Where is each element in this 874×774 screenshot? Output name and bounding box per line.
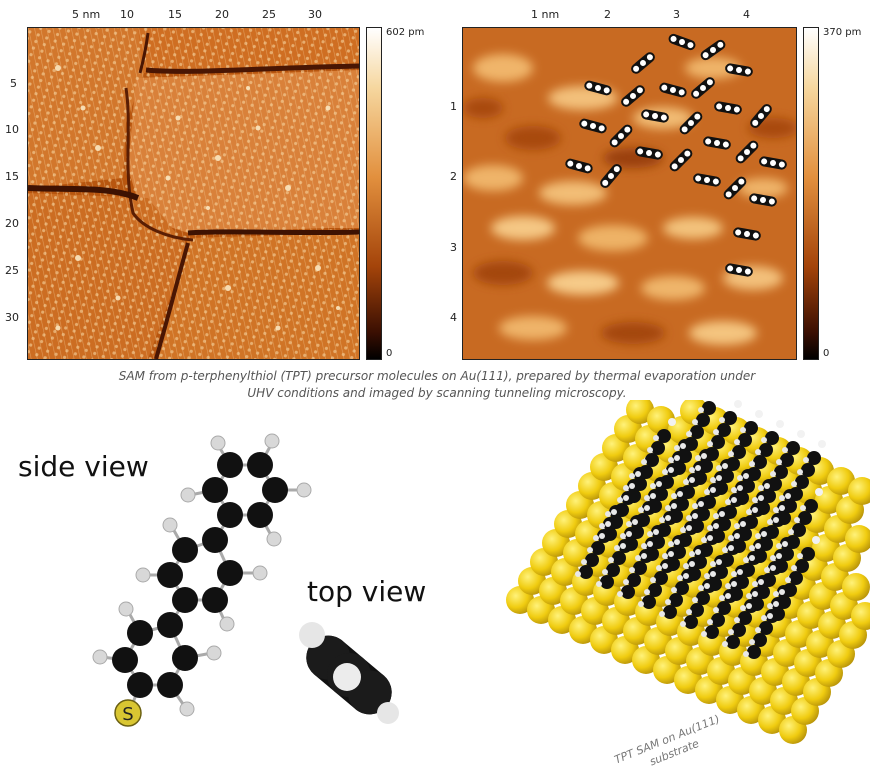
tpt-molecule — [623, 418, 676, 503]
tpt-molecule — [689, 400, 742, 485]
left-colorbar — [366, 27, 382, 360]
x-tick: 3 — [673, 8, 680, 21]
tpt-molecule — [725, 516, 778, 601]
x-tick: 20 — [215, 8, 229, 21]
tpt-molecule — [644, 428, 697, 513]
y-tick: 4 — [450, 311, 457, 324]
right-colorbar-min: 0 — [823, 348, 830, 359]
tpt-molecule — [773, 440, 826, 525]
tpt-molecule — [752, 430, 805, 515]
left-colorbar-max: 602 pm — [386, 27, 425, 38]
gold-atom — [827, 467, 855, 495]
right-stm-image — [462, 27, 797, 360]
left-stm-terraces — [28, 28, 359, 359]
left-stm-image — [27, 27, 360, 360]
y-tick: 5 — [10, 77, 17, 90]
gold-atom — [626, 400, 654, 424]
y-tick: 15 — [5, 170, 19, 183]
tpt-molecule — [767, 536, 820, 621]
y-tick: 2 — [450, 170, 457, 183]
right-colorbar-max: 370 pm — [823, 27, 862, 38]
tpt-molecule — [710, 410, 763, 495]
gold-atom — [845, 525, 870, 553]
tpt-molecule — [668, 401, 716, 475]
svg-text:TPT SAM on Au(111) substra: TPT SAM on Au(111) substrate — [613, 711, 731, 770]
x-tick: 30 — [308, 8, 322, 21]
x-tick: 25 — [262, 8, 276, 21]
sam-molecules — [575, 400, 826, 659]
x-tick: 15 — [168, 8, 182, 21]
right-stm-surface — [463, 28, 796, 359]
y-tick: 20 — [5, 217, 19, 230]
y-tick: 1 — [450, 100, 457, 113]
y-tick: 3 — [450, 241, 457, 254]
y-tick: 25 — [5, 264, 19, 277]
tpt-molecule — [617, 514, 670, 599]
gold-atom — [851, 602, 870, 630]
gold-atom — [842, 573, 870, 601]
right-colorbar — [803, 27, 819, 360]
tpt-molecule — [731, 420, 784, 505]
y-tick: 10 — [5, 123, 19, 136]
gold-atom — [848, 477, 870, 505]
x-tick: 2 — [604, 8, 611, 21]
figure-caption-line2: UHV conditions and imaged by scanning tu… — [247, 386, 627, 400]
top-view-label: top view — [307, 575, 427, 608]
tpt-top-view-molecule — [299, 622, 399, 724]
sulfur-label: S — [122, 704, 133, 725]
sulfur-atom — [114, 699, 142, 727]
y-tick: 30 — [5, 311, 19, 324]
left-colorbar-min: 0 — [386, 348, 393, 359]
gold-atom — [647, 406, 675, 434]
tpt-side-view-molecule: S — [92, 433, 312, 727]
side-view-label: side view — [18, 450, 149, 483]
tpt-molecule — [770, 488, 823, 573]
x-tick: 1 nm — [531, 8, 560, 21]
tpt-molecule-overlay — [565, 33, 787, 277]
x-tick: 4 — [743, 8, 750, 21]
x-tick: 5 nm — [72, 8, 101, 21]
x-tick: 10 — [120, 8, 134, 21]
tpt-sam-on-gold-model: TPT SAM on Au(111) substrate — [506, 400, 870, 770]
figure-caption-line1: SAM from p-terphenylthiol (TPT) precurso… — [118, 369, 756, 383]
